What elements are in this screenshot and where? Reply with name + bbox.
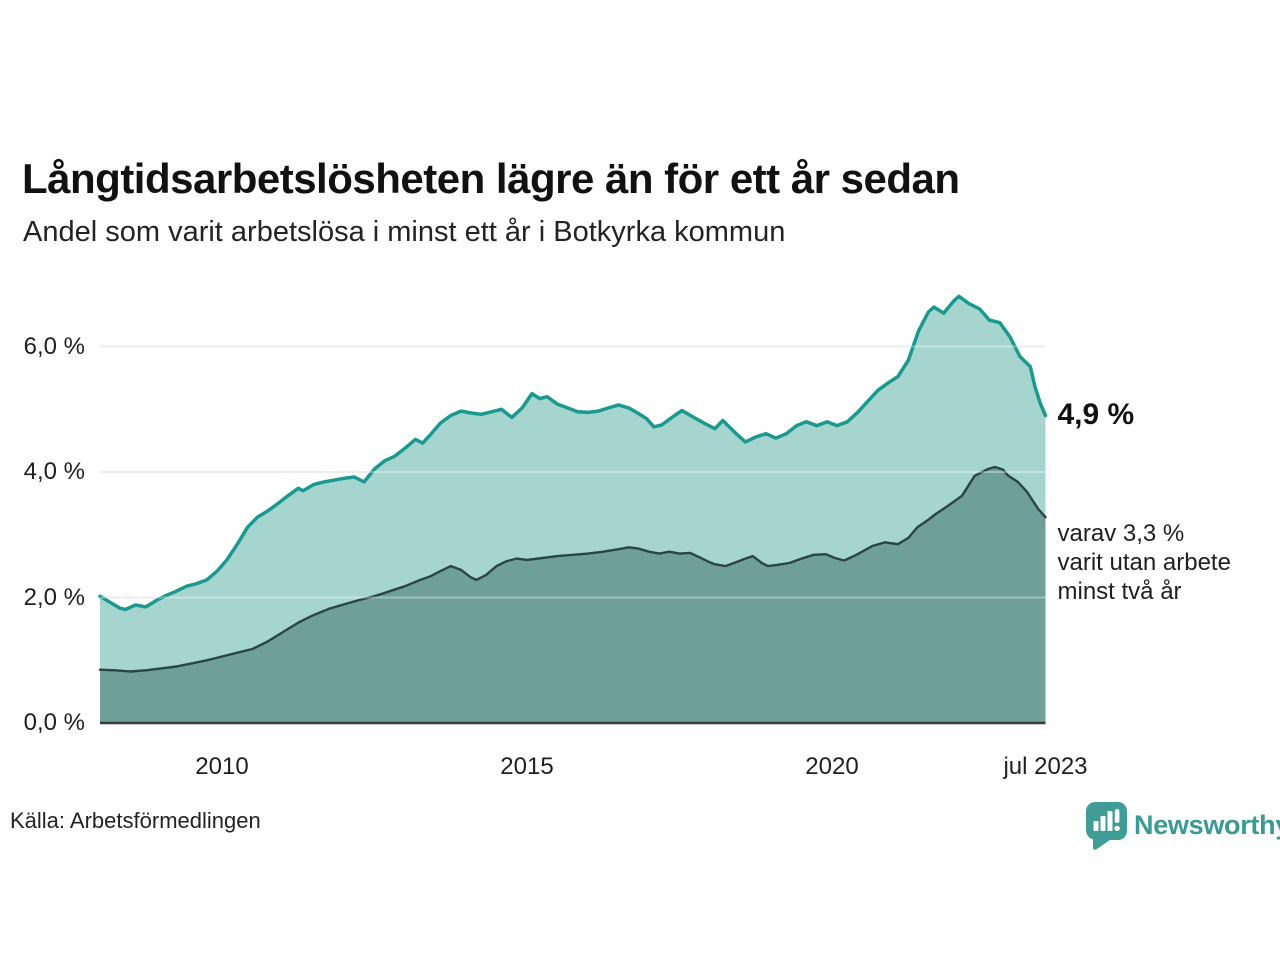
newsworthy-logo: Newsworthy — [1083, 799, 1280, 851]
x-tick-label: 2020 — [805, 753, 859, 780]
chart-title: Långtidsarbetslösheten lägre än för ett … — [22, 155, 960, 203]
x-tick-label: jul 2023 — [1003, 753, 1088, 780]
newsworthy-logo-icon — [1086, 802, 1127, 850]
detail-line-2: varit utan arbete — [1057, 549, 1231, 577]
series-area-two-years — [100, 467, 1046, 723]
series-end-label-total: 4,9 % — [1057, 397, 1135, 431]
source-note: Källa: Arbetsförmedlingen — [10, 808, 261, 833]
x-tick-label: 2010 — [195, 753, 249, 780]
detail-line-3: minst två år — [1057, 578, 1182, 606]
series-line-two-years — [98, 465, 1047, 673]
y-tick-label: 4,0 % — [23, 458, 85, 485]
brand-name: Newsworthy — [1134, 809, 1280, 840]
series-line-one-year — [98, 294, 1048, 612]
x-tick-label: 2015 — [500, 753, 554, 780]
series-end-label-detail: varav 3,3 % varit utan arbete minst två … — [1058, 519, 1231, 606]
y-tick-label: 6,0 % — [23, 332, 85, 360]
chart-subtitle: Andel som varit arbetslösa i minst ett å… — [23, 216, 786, 248]
y-tick-label: 0,0 % — [23, 709, 85, 736]
y-tick-label: 2,0 % — [23, 583, 85, 611]
detail-line-1: varav 3,3 % — [1057, 520, 1185, 548]
